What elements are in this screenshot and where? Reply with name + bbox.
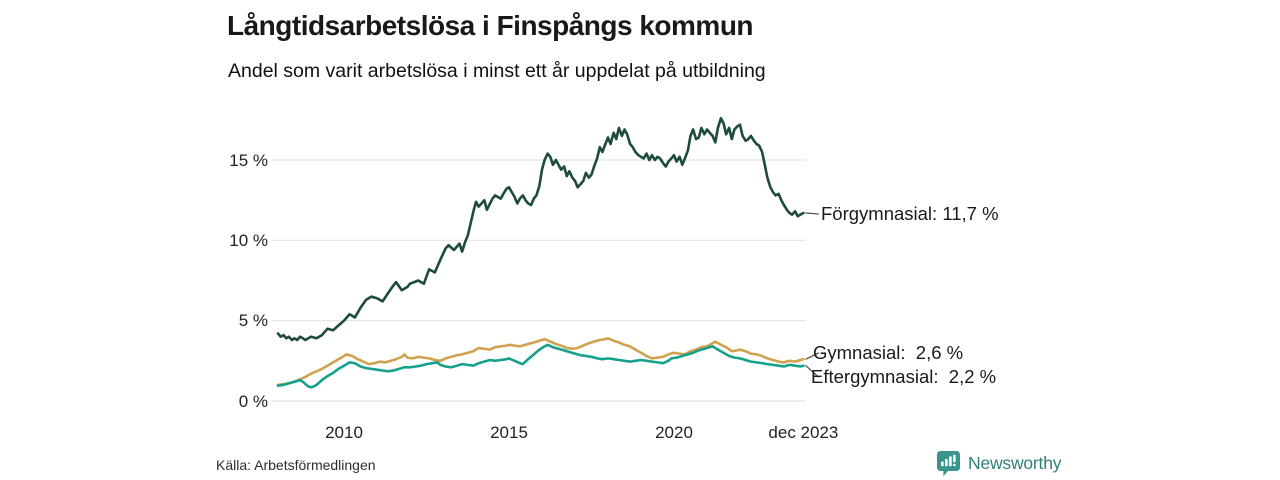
source-note: Källa: Arbetsförmedlingen: [216, 457, 376, 473]
y-axis-tick-label: 0 %: [238, 391, 268, 411]
brand-name: Newsworthy: [968, 453, 1062, 473]
page-title: Långtidsarbetslösa i Finspångs kommun: [227, 10, 754, 41]
x-axis-tick-label: dec 2023: [768, 423, 839, 442]
newsworthy-logo[interactable]: Newsworthy: [936, 450, 1062, 477]
line-förgymnasial: [276, 117, 805, 342]
y-axis-tick-label: 15 %: [229, 150, 268, 170]
x-axis-tick-label: 2010: [325, 423, 363, 442]
series-label-gymnasial: Gymnasial: 2,6 %: [813, 342, 964, 363]
line-eftergymnasial: [276, 343, 805, 389]
x-axis-tick-label: 2015: [490, 423, 528, 442]
series-label-forgymnasial: Förgymnasial: 11,7 %: [821, 203, 999, 224]
speech-bubble-chart-icon: [937, 451, 960, 477]
y-axis-tick-label: 10 %: [229, 230, 268, 250]
x-axis-tick-label: 2020: [655, 423, 693, 442]
series-label-eftergymnasial: Eftergymnasial: 2,2 %: [811, 366, 997, 387]
page-subtitle: Andel som varit arbetslösa i minst ett å…: [228, 60, 766, 82]
y-axis-tick-label: 5 %: [238, 311, 268, 331]
line-gymnasial: [276, 336, 805, 387]
